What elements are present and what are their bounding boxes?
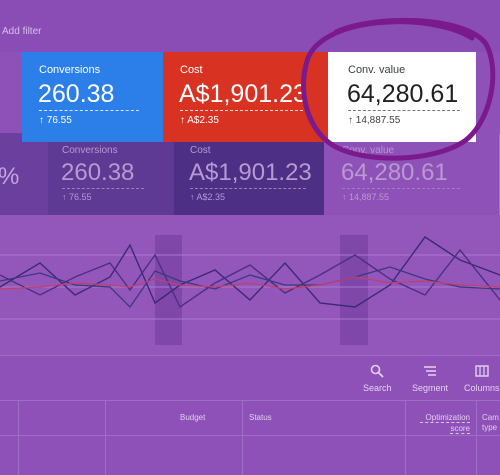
background-scorecard-conv-value[interactable]: Conv. value 64,280.61 ↑ 14,887.55 <box>324 133 500 215</box>
filter-bar: Add filter <box>0 0 500 52</box>
scorecard-underline <box>348 110 460 111</box>
column-divider <box>242 401 243 475</box>
background-scorecard-delta-value: 76.55 <box>69 192 92 202</box>
arrow-up-icon: ↑ <box>342 192 347 202</box>
arrow-up-icon: ↑ <box>190 192 195 202</box>
arrow-up-icon: ↑ <box>39 115 44 126</box>
background-scorecard-value: 260.38 <box>61 159 135 186</box>
scorecard-delta-value: 76.55 <box>46 115 72 126</box>
segment-label: Segment <box>412 383 449 393</box>
columns-icon <box>475 365 489 377</box>
scorecard-delta-value: A$2.35 <box>187 115 219 126</box>
scorecard-delta-value: 14,887.55 <box>355 115 401 126</box>
background-scorecard-title: Conversions <box>62 145 118 156</box>
background-scorecard-title: Conv. value <box>342 145 395 156</box>
column-header-campaign-type-line2: type <box>482 423 498 432</box>
scorecard-conversions[interactable]: Conversions 260.38 ↑ 76.55 <box>22 52 163 142</box>
scorecard-delta: ↑ A$2.35 <box>180 115 219 126</box>
chart-series-line <box>0 276 500 290</box>
scorecard-cost[interactable]: Cost A$1,901.23 ↑ A$2.35 <box>163 52 328 142</box>
column-header-optimization-score-line2: score <box>450 424 470 434</box>
column-divider <box>405 401 406 475</box>
chart-series-line <box>0 266 500 309</box>
column-header-budget[interactable]: Budget <box>180 413 206 422</box>
background-scorecard-delta: ↑ 14,887.55 <box>342 192 389 202</box>
background-scorecard-partial[interactable]: % <box>0 133 48 215</box>
table-row-divider <box>0 435 500 436</box>
scorecard-delta: ↑ 76.55 <box>39 115 72 126</box>
table-toolbar: Search Segment Columns <box>0 355 500 400</box>
chart-series-line <box>0 248 500 309</box>
column-header-optimization-score-line1: Optimization <box>420 413 470 423</box>
scorecard-title: Conversions <box>39 64 101 76</box>
performance-chart[interactable] <box>0 215 500 355</box>
search-icon <box>370 364 384 378</box>
background-scorecard-underline <box>62 188 144 189</box>
performance-chart-svg <box>0 215 500 355</box>
chart-highlight-band <box>155 235 182 345</box>
background-scorecard-cost[interactable]: Cost A$1,901.23 ↑ A$2.35 <box>174 133 324 215</box>
background-scorecard-delta-value: 14,887.55 <box>349 192 390 202</box>
column-header-campaign-type[interactable]: Cam type <box>482 413 499 432</box>
scorecard-title: Cost <box>180 64 203 76</box>
arrow-up-icon: ↑ <box>180 115 185 126</box>
arrow-up-icon: ↑ <box>348 115 353 126</box>
background-scorecard-value: A$1,901.23 <box>189 159 312 186</box>
scorecard-value: 260.38 <box>38 80 115 108</box>
column-divider <box>105 401 106 475</box>
segment-button[interactable]: Segment <box>412 364 448 393</box>
background-scorecard-conversions[interactable]: Conversions 260.38 ↑ 76.55 <box>48 133 174 215</box>
search-button[interactable]: Search <box>363 364 392 393</box>
scorecard-conv-value[interactable]: Conv. value 64,280.61 ↑ 14,887.55 <box>328 52 476 142</box>
background-scorecard-partial-value: % <box>0 163 20 190</box>
background-scorecard-delta: ↑ A$2.35 <box>190 192 225 202</box>
background-scorecard-underline <box>342 188 460 189</box>
column-divider <box>18 401 19 475</box>
background-scorecard-delta: ↑ 76.55 <box>62 192 92 202</box>
column-header-optimization-score[interactable]: Optimization score <box>420 413 470 434</box>
background-scorecards: % Conversions 260.38 ↑ 76.55 Cost A$1,90… <box>0 133 500 215</box>
chart-highlight-band <box>340 235 368 345</box>
segment-icon <box>424 366 437 376</box>
scorecard-value: 64,280.61 <box>347 80 459 108</box>
scorecard-underline <box>180 110 308 111</box>
background-scorecard-value: 64,280.61 <box>341 159 448 186</box>
background-scorecard-title: Cost <box>190 145 211 156</box>
column-header-campaign-type-line1: Cam <box>482 413 499 422</box>
background-scorecard-underline <box>190 188 306 189</box>
scorecard-title: Conv. value <box>348 64 406 76</box>
scorecard-value: A$1,901.23 <box>179 80 307 108</box>
column-header-status[interactable]: Status <box>249 413 272 422</box>
arrow-up-icon: ↑ <box>62 192 67 202</box>
scorecard-delta: ↑ 14,887.55 <box>348 115 400 126</box>
columns-button[interactable]: Columns <box>464 364 500 393</box>
campaign-table-header: Budget Status Optimization score Cam typ… <box>0 400 500 475</box>
column-divider <box>476 401 477 475</box>
add-filter-button[interactable]: Add filter <box>2 26 42 37</box>
scorecard-underline <box>39 110 139 111</box>
search-label: Search <box>363 383 392 393</box>
background-scorecard-delta-value: A$2.35 <box>196 192 226 202</box>
columns-label: Columns <box>464 383 500 393</box>
